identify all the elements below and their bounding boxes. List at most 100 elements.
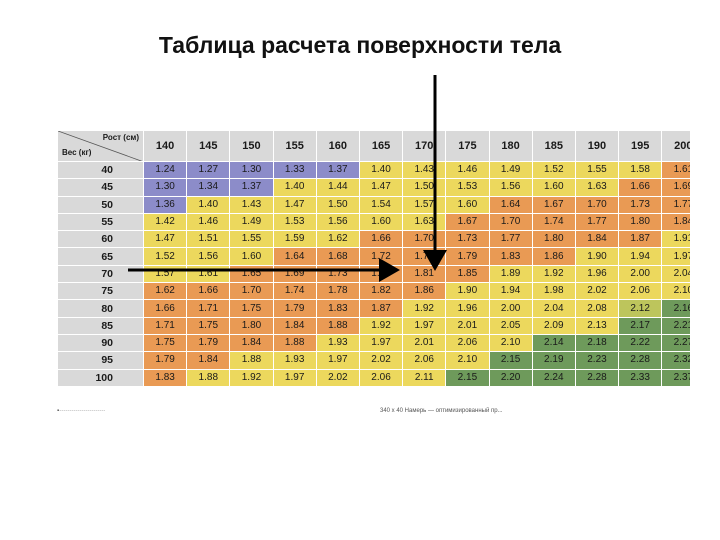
bsa-value-cell: 1.52 — [142, 247, 188, 266]
bsa-value-cell: 1.64 — [272, 247, 317, 266]
table-row: 60 1.47 1.51 1.55 1.59 1.62 1.66 1.70 1.73 1.77 1.… — [57, 230, 690, 249]
bsa-value-cell: 1.60 — [358, 212, 404, 232]
table-row: 55 1.42 1.46 1.49 1.53 1.56 1.60 1.63 1.67 1.70 1.… — [57, 212, 690, 232]
bsa-value-cell: 1.75 — [142, 333, 188, 353]
height-axis-label: Рост (см) — [102, 133, 139, 142]
bsa-value-cell: 1.40 — [272, 178, 317, 197]
column-header-height: 200 — [661, 130, 690, 162]
bsa-value-cell: 1.55 — [229, 230, 274, 249]
table-row: 40 1.24 1.27 1.30 1.33 1.37 1.40 1.43 1.46 1.49 1.… — [57, 160, 690, 180]
bsa-value-cell: 1.50 — [315, 195, 360, 214]
bsa-value-cell: 1.90 — [574, 247, 620, 266]
bsa-value-cell: 1.79 — [272, 299, 317, 318]
bsa-value-cell: 1.60 — [229, 247, 274, 266]
bsa-value-cell: 1.67 — [445, 212, 490, 232]
row-header-weight: 60 — [57, 230, 144, 249]
bsa-value-cell: 1.83 — [315, 299, 360, 318]
table-row: 80 1.66 1.71 1.75 1.79 1.83 1.87 1.92 1.96 2.00 2.… — [57, 299, 690, 318]
bsa-value-cell: 1.97 — [402, 316, 447, 335]
column-header-height: 165 — [358, 130, 404, 162]
bsa-value-cell: 1.33 — [272, 160, 317, 180]
bsa-value-cell: 1.89 — [488, 264, 533, 284]
footnote-right: 340 x 40 Намерь — оптимизированный пр... — [380, 408, 503, 414]
bsa-value-cell: 1.66 — [618, 178, 663, 197]
bsa-value-cell: 2.06 — [358, 368, 404, 387]
bsa-value-cell: 1.93 — [315, 333, 360, 353]
table-corner-cell: Рост (см) Вес (кг) — [57, 130, 144, 162]
bsa-value-cell: 1.86 — [531, 247, 576, 266]
bsa-value-cell: 2.06 — [618, 282, 663, 301]
bsa-value-cell: 1.88 — [186, 368, 231, 387]
bsa-value-cell: 1.44 — [315, 178, 360, 197]
bsa-value-cell: 1.87 — [358, 299, 404, 318]
bsa-value-cell: 1.79 — [142, 351, 188, 370]
bsa-value-cell: 1.80 — [531, 230, 576, 249]
bsa-value-cell: 1.64 — [488, 195, 533, 214]
bsa-value-cell: 1.97 — [272, 368, 317, 387]
bsa-value-cell: 2.06 — [402, 351, 447, 370]
bsa-value-cell: 2.37 — [661, 368, 690, 387]
bsa-value-cell: 1.92 — [402, 299, 447, 318]
bsa-value-cell: 1.73 — [618, 195, 663, 214]
bsa-value-cell: 1.87 — [618, 230, 663, 249]
bsa-value-cell: 2.33 — [618, 368, 663, 387]
bsa-value-cell: 2.23 — [574, 351, 620, 370]
bsa-value-cell: 1.75 — [186, 316, 231, 335]
row-header-weight: 80 — [57, 299, 144, 318]
bsa-value-cell: 2.27 — [661, 333, 690, 353]
table-row: 45 1.30 1.34 1.37 1.40 1.44 1.47 1.50 1.53 1.56 1.… — [57, 178, 690, 197]
bsa-value-cell: 1.43 — [229, 195, 274, 214]
bsa-value-cell: 2.15 — [488, 351, 533, 370]
bsa-value-cell: 2.14 — [531, 333, 576, 353]
bsa-value-cell: 1.30 — [142, 178, 188, 197]
bsa-value-cell: 1.92 — [531, 264, 576, 284]
bsa-value-cell: 1.74 — [531, 212, 576, 232]
bsa-value-cell: 2.01 — [402, 333, 447, 353]
table-row: 65 1.52 1.56 1.60 1.64 1.68 1.72 1.75 1.79 1.83 1.… — [57, 247, 690, 266]
row-header-weight: 70 — [57, 264, 144, 284]
bsa-value-cell: 2.05 — [488, 316, 533, 335]
bsa-value-cell: 2.01 — [445, 316, 490, 335]
bsa-value-cell: 2.20 — [488, 368, 533, 387]
bsa-value-cell: 1.27 — [186, 160, 231, 180]
bsa-value-cell: 1.73 — [445, 230, 490, 249]
bsa-value-cell: 1.97 — [358, 333, 404, 353]
bsa-value-cell: 1.70 — [574, 195, 620, 214]
bsa-value-cell: 1.66 — [142, 299, 188, 318]
bsa-value-cell: 1.71 — [186, 299, 231, 318]
bsa-value-cell: 1.84 — [574, 230, 620, 249]
bsa-value-cell: 2.04 — [661, 264, 690, 284]
bsa-value-cell: 1.77 — [574, 212, 620, 232]
row-header-weight: 95 — [57, 351, 144, 370]
bsa-value-cell: 1.37 — [229, 178, 274, 197]
bsa-value-cell: 1.96 — [574, 264, 620, 284]
bsa-table: Рост (см) Вес (кг) 140 145 150 155 160 165 170… — [57, 130, 690, 387]
bsa-value-cell: 2.18 — [574, 333, 620, 353]
bsa-value-cell: 1.53 — [445, 178, 490, 197]
table-row: 75 1.62 1.66 1.70 1.74 1.78 1.82 1.86 1.90 1.94 1.… — [57, 282, 690, 301]
bsa-value-cell: 1.54 — [358, 195, 404, 214]
table-row: 85 1.71 1.75 1.80 1.84 1.88 1.92 1.97 2.01 2.05 2.… — [57, 316, 690, 335]
bsa-value-cell: 1.80 — [618, 212, 663, 232]
bsa-value-cell: 1.77 — [488, 230, 533, 249]
bsa-value-cell: 2.24 — [531, 368, 576, 387]
bsa-value-cell: 2.11 — [402, 368, 447, 387]
bsa-value-cell: 1.88 — [315, 316, 360, 335]
bsa-value-cell: 1.75 — [229, 299, 274, 318]
bsa-value-cell: 1.80 — [229, 316, 274, 335]
column-header-height: 150 — [229, 130, 274, 162]
bsa-value-cell: 1.86 — [402, 282, 447, 301]
bsa-value-cell: 1.93 — [272, 351, 317, 370]
bsa-value-cell: 1.40 — [186, 195, 231, 214]
bsa-value-cell: 1.78 — [315, 282, 360, 301]
column-header-height: 195 — [618, 130, 663, 162]
bsa-value-cell: 1.40 — [358, 160, 404, 180]
table-row: 100 1.83 1.88 1.92 1.97 2.02 2.06 2.11 2.15 2.20 2… — [57, 368, 690, 387]
bsa-value-cell: 2.13 — [574, 316, 620, 335]
bsa-value-cell: 1.98 — [531, 282, 576, 301]
bsa-value-cell: 1.56 — [488, 178, 533, 197]
bsa-value-cell: 1.58 — [618, 160, 663, 180]
bsa-value-cell: 2.28 — [574, 368, 620, 387]
bsa-value-cell: 1.62 — [315, 230, 360, 249]
